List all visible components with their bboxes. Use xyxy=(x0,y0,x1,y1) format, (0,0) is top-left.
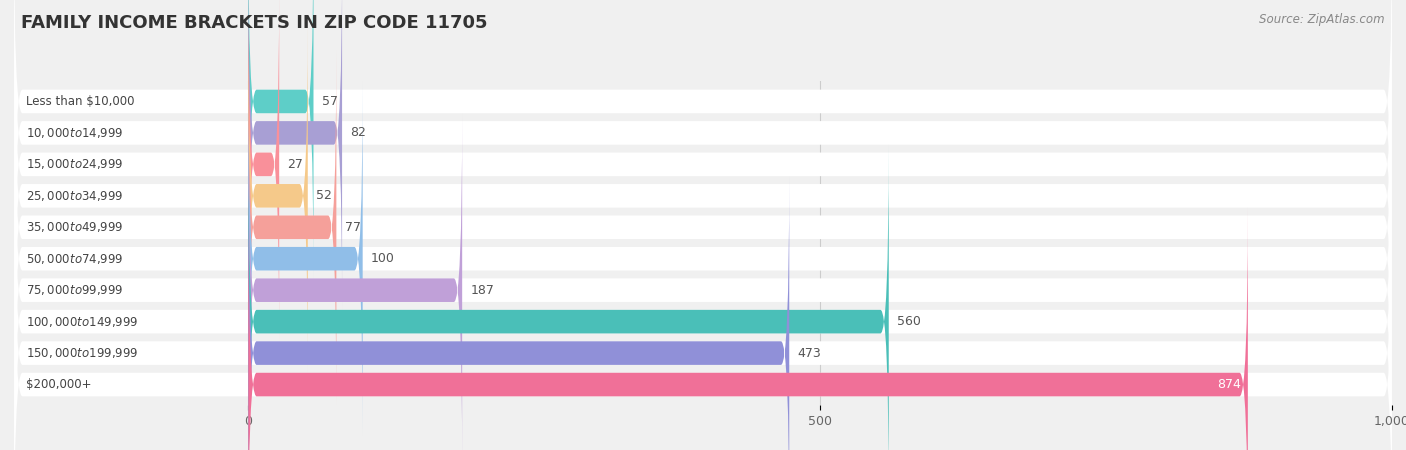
Text: $15,000 to $24,999: $15,000 to $24,999 xyxy=(25,158,124,171)
FancyBboxPatch shape xyxy=(249,50,336,404)
FancyBboxPatch shape xyxy=(249,0,280,341)
FancyBboxPatch shape xyxy=(249,82,363,436)
Text: 473: 473 xyxy=(797,346,821,360)
Text: 27: 27 xyxy=(287,158,304,171)
Text: Less than $10,000: Less than $10,000 xyxy=(25,95,134,108)
Text: $150,000 to $199,999: $150,000 to $199,999 xyxy=(25,346,138,360)
FancyBboxPatch shape xyxy=(249,176,789,450)
FancyBboxPatch shape xyxy=(14,0,1392,310)
FancyBboxPatch shape xyxy=(14,0,1392,341)
FancyBboxPatch shape xyxy=(14,82,1392,436)
Text: 82: 82 xyxy=(350,126,366,140)
FancyBboxPatch shape xyxy=(14,0,1392,279)
FancyBboxPatch shape xyxy=(249,19,308,373)
FancyBboxPatch shape xyxy=(249,145,889,450)
Text: $75,000 to $99,999: $75,000 to $99,999 xyxy=(25,283,124,297)
Text: $50,000 to $74,999: $50,000 to $74,999 xyxy=(25,252,124,266)
Text: 100: 100 xyxy=(371,252,395,265)
Text: 52: 52 xyxy=(316,189,332,202)
Text: 560: 560 xyxy=(897,315,921,328)
Text: 187: 187 xyxy=(471,284,495,297)
Text: $10,000 to $14,999: $10,000 to $14,999 xyxy=(25,126,124,140)
Text: 57: 57 xyxy=(322,95,337,108)
Text: $200,000+: $200,000+ xyxy=(25,378,91,391)
Text: $25,000 to $34,999: $25,000 to $34,999 xyxy=(25,189,124,203)
FancyBboxPatch shape xyxy=(14,50,1392,404)
FancyBboxPatch shape xyxy=(249,0,342,310)
Text: FAMILY INCOME BRACKETS IN ZIP CODE 11705: FAMILY INCOME BRACKETS IN ZIP CODE 11705 xyxy=(21,14,488,32)
FancyBboxPatch shape xyxy=(14,207,1392,450)
FancyBboxPatch shape xyxy=(249,0,314,279)
FancyBboxPatch shape xyxy=(14,176,1392,450)
Text: 77: 77 xyxy=(344,221,360,234)
FancyBboxPatch shape xyxy=(14,145,1392,450)
Text: Source: ZipAtlas.com: Source: ZipAtlas.com xyxy=(1260,14,1385,27)
FancyBboxPatch shape xyxy=(249,207,1249,450)
FancyBboxPatch shape xyxy=(14,113,1392,450)
Text: 874: 874 xyxy=(1218,378,1241,391)
FancyBboxPatch shape xyxy=(249,113,463,450)
Text: $35,000 to $49,999: $35,000 to $49,999 xyxy=(25,220,124,234)
FancyBboxPatch shape xyxy=(14,19,1392,373)
Text: $100,000 to $149,999: $100,000 to $149,999 xyxy=(25,315,138,328)
